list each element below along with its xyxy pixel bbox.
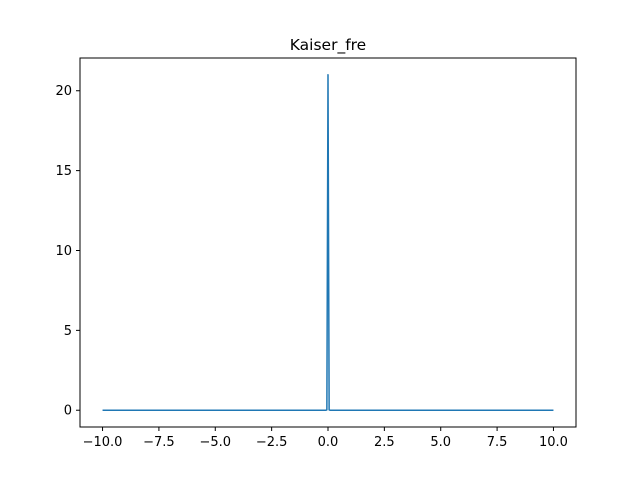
y-tick-label: 5	[64, 324, 72, 339]
y-tick-label: 15	[55, 164, 72, 179]
x-tick-label: −10.0	[83, 435, 123, 450]
y-tick-label: 20	[55, 84, 72, 99]
y-tick-label: 0	[64, 404, 72, 419]
x-tick-label: −7.5	[143, 435, 175, 450]
plot-area	[102, 74, 554, 411]
x-axis: −10.0 −7.5 −5.0 −2.5 0.0 2.5 5.0 7.5 10.0	[83, 427, 568, 450]
x-tick-label: −2.5	[256, 435, 288, 450]
series-line-0	[102, 74, 554, 411]
x-tick-label: −5.0	[199, 435, 231, 450]
x-tick-label: 0.0	[318, 435, 339, 450]
y-axis: 0 5 10 15 20	[55, 84, 80, 419]
x-tick-label: 7.5	[487, 435, 508, 450]
chart-title: Kaiser_fre	[290, 36, 366, 55]
y-tick-label: 10	[55, 244, 72, 259]
x-tick-label: 2.5	[374, 435, 395, 450]
x-tick-label: 10.0	[539, 435, 568, 450]
x-tick-label: 5.0	[430, 435, 451, 450]
